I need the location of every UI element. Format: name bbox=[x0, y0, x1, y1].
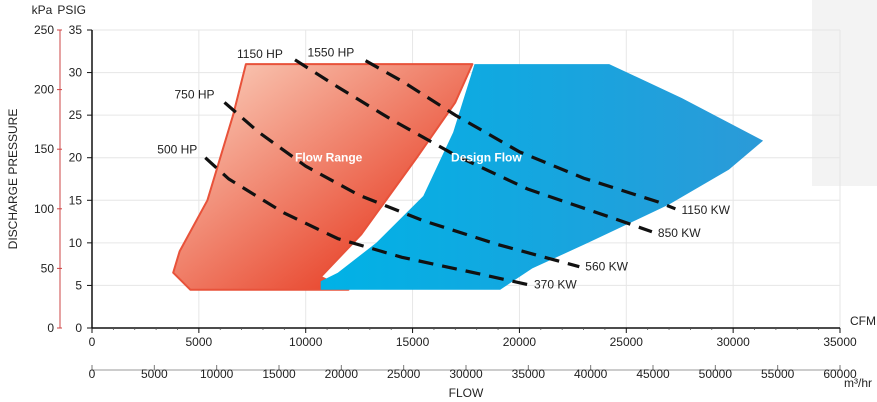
series-label-hp: 500 HP bbox=[157, 143, 197, 157]
series-label-kw: 370 KW bbox=[534, 278, 577, 292]
y-tick-label: 30 bbox=[69, 66, 83, 80]
series-label-kw: 560 KW bbox=[585, 260, 628, 274]
y2-tick-label: 0 bbox=[47, 321, 54, 335]
y2-tick-label: 50 bbox=[41, 261, 55, 275]
side-panel bbox=[812, 0, 877, 186]
y2-tick-label: 250 bbox=[34, 23, 54, 37]
x2-tick-label: 60000 bbox=[823, 367, 857, 381]
1150-hp-curve bbox=[294, 58, 653, 234]
y-tick-label: 15 bbox=[69, 193, 83, 207]
x2-tick-label: 5000 bbox=[141, 367, 168, 381]
x-tick-label: 15000 bbox=[396, 335, 430, 349]
y2-unit-kpa: kPa bbox=[32, 3, 53, 17]
series-label-kw: 850 KW bbox=[658, 226, 701, 240]
series-label-kw: 1150 KW bbox=[681, 203, 730, 217]
x2-tick-label: 20000 bbox=[325, 367, 359, 381]
x2-tick-label: 50000 bbox=[699, 367, 733, 381]
x-axis-title: FLOW bbox=[449, 386, 484, 400]
x-tick-label: 0 bbox=[89, 335, 96, 349]
x-tick-label: 30000 bbox=[716, 335, 750, 349]
x-tick-label: 35000 bbox=[823, 335, 857, 349]
x2-tick-label: 45000 bbox=[636, 367, 670, 381]
region-label-flow-range: Flow Range bbox=[295, 151, 363, 165]
y-tick-label: 10 bbox=[69, 236, 83, 250]
y-unit-psig: PSIG bbox=[57, 3, 86, 17]
x2-tick-label: 15000 bbox=[262, 367, 296, 381]
x-unit-cfm: CFM bbox=[850, 314, 876, 328]
y-axis-title: DISCHARGE PRESSURE bbox=[6, 109, 20, 250]
x2-tick-label: 0 bbox=[89, 367, 96, 381]
y2-tick-label: 150 bbox=[34, 142, 54, 156]
y-tick-label: 20 bbox=[69, 151, 83, 165]
x2-tick-label: 30000 bbox=[449, 367, 483, 381]
series-label-hp: 1550 HP bbox=[308, 46, 355, 60]
y-tick-label: 25 bbox=[69, 108, 83, 122]
1550-hp-curve bbox=[364, 59, 676, 211]
500-hp-curve bbox=[204, 156, 529, 287]
x-tick-label: 10000 bbox=[289, 335, 323, 349]
x2-tick-label: 55000 bbox=[761, 367, 795, 381]
y2-tick-label: 200 bbox=[34, 83, 54, 97]
y-tick-label: 0 bbox=[75, 321, 82, 335]
x2-unit: m³/hr bbox=[844, 376, 872, 390]
x-tick-label: 5000 bbox=[186, 335, 213, 349]
x-tick-label: 25000 bbox=[610, 335, 644, 349]
series-label-hp: 1150 HP bbox=[237, 47, 283, 61]
x2-tick-label: 25000 bbox=[387, 367, 421, 381]
x-tick-label: 20000 bbox=[503, 335, 537, 349]
y-tick-label: 35 bbox=[69, 23, 83, 37]
y-tick-label: 5 bbox=[75, 278, 82, 292]
design-flow-region bbox=[320, 64, 764, 290]
y2-tick-label: 100 bbox=[34, 202, 54, 216]
region-label-design-flow: Design Flow bbox=[451, 151, 522, 165]
x2-tick-label: 40000 bbox=[574, 367, 608, 381]
series-label-hp: 750 HP bbox=[175, 87, 215, 101]
x2-tick-label: 35000 bbox=[512, 367, 546, 381]
x2-tick-label: 10000 bbox=[200, 367, 234, 381]
